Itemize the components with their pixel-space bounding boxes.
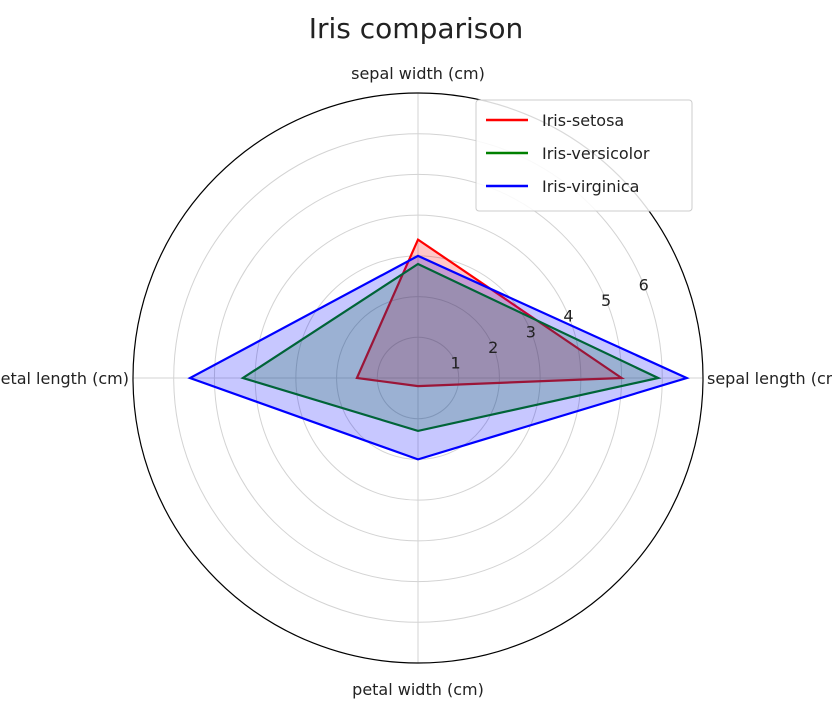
legend: Iris-setosa Iris-versicolor Iris-virginica — [475, 99, 693, 212]
axis-label: petal length (cm) — [0, 369, 129, 388]
series-layer — [187, 237, 690, 461]
legend-box — [475, 99, 693, 212]
series-area-3 — [190, 255, 687, 460]
radial-tick-label: 3 — [526, 322, 536, 341]
axis-label: petal width (cm) — [352, 680, 484, 699]
series-line-3 — [187, 254, 690, 461]
polar-grid — [132, 92, 704, 664]
axis-label: sepal length (cm) — [707, 369, 832, 388]
series-line-2 — [240, 262, 662, 433]
legend-label: Iris-setosa — [542, 111, 624, 130]
outer-frame-circle — [132, 92, 704, 664]
legend-label: Iris-virginica — [542, 177, 639, 196]
radial-tick-label: 1 — [451, 353, 461, 372]
radial-tick-label: 4 — [563, 307, 573, 326]
legend-label: Iris-versicolor — [542, 144, 650, 163]
radial-tick-label: 6 — [639, 276, 649, 295]
axis-labels: sepal length (cm) sepal width (cm) petal l… — [0, 64, 832, 699]
series-area-2 — [242, 264, 659, 431]
series-area-1 — [356, 239, 622, 387]
axis-label: sepal width (cm) — [351, 64, 485, 83]
radial-tick-label: 2 — [488, 338, 498, 357]
radial-tick-labels: 1 2 3 4 5 6 — [451, 276, 649, 373]
chart-title: Iris comparison — [309, 12, 524, 45]
radial-tick-label: 5 — [601, 291, 611, 310]
